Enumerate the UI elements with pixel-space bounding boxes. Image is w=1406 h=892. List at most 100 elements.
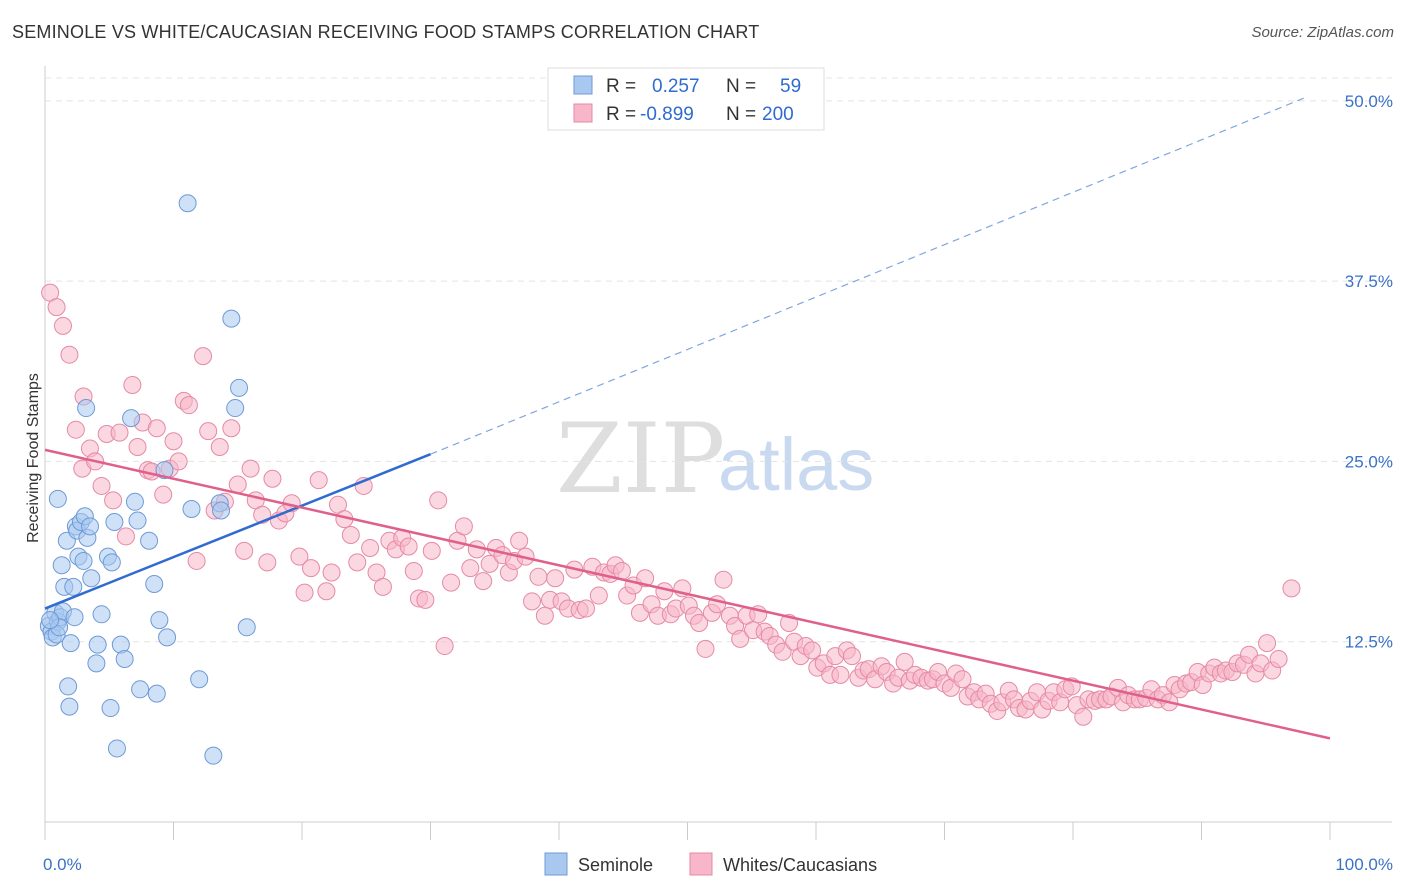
whites-point	[128, 438, 147, 456]
whites-point	[123, 375, 142, 394]
y-tick-label: 37.5%	[1345, 272, 1393, 291]
whites-point	[831, 665, 850, 684]
legend-bottom-label-seminole: Seminole	[578, 855, 653, 875]
seminole-point	[60, 697, 79, 716]
seminole-trend-extension	[430, 97, 1305, 455]
seminole-point	[59, 677, 78, 696]
seminole-point	[190, 670, 209, 689]
seminole-point	[64, 577, 83, 596]
seminole-point	[212, 501, 231, 520]
whites-point	[1258, 634, 1277, 653]
seminole-point	[115, 650, 134, 669]
whites-point	[110, 423, 129, 442]
whites-point	[1282, 579, 1301, 598]
data-points	[39, 194, 1301, 765]
seminole-point	[222, 309, 241, 328]
y-tick-label: 12.5%	[1345, 633, 1393, 652]
legend-swatch-whites	[573, 103, 593, 123]
whites-point	[258, 553, 277, 572]
seminole-point	[147, 684, 166, 703]
seminole-point	[61, 634, 80, 653]
legend-bottom: Seminole Whites/Caucasians	[544, 852, 877, 876]
whites-point	[803, 641, 822, 660]
seminole-point	[82, 569, 101, 588]
whites-point	[589, 586, 608, 605]
seminole-point	[88, 635, 107, 654]
whites-point	[435, 637, 454, 656]
seminole-point	[230, 378, 249, 397]
seminole-point	[131, 680, 150, 699]
seminole-point	[237, 618, 256, 637]
whites-point	[773, 642, 792, 661]
x-tick-label: 100.0%	[1335, 855, 1393, 874]
whites-point	[373, 577, 392, 596]
legend-swatch-seminole	[573, 75, 593, 95]
seminole-point	[155, 461, 174, 480]
y-tick-label: 25.0%	[1345, 452, 1393, 471]
whites-point	[348, 553, 367, 572]
seminole-point	[48, 489, 67, 508]
whites-point	[222, 419, 241, 438]
watermark-zip: ZIP	[556, 403, 725, 515]
whites-point	[1269, 650, 1288, 669]
whites-point	[104, 491, 123, 510]
whites-point	[295, 583, 314, 602]
whites-point	[210, 438, 229, 456]
whites-point	[895, 652, 914, 671]
seminole-point	[122, 409, 141, 428]
whites-point	[953, 670, 972, 689]
whites-point	[194, 347, 213, 366]
whites-point	[546, 569, 565, 588]
whites-trend-line	[44, 448, 1331, 740]
whites-point	[535, 606, 554, 625]
seminole-point	[125, 492, 144, 511]
seminole-point	[74, 551, 93, 570]
seminole-point	[150, 611, 169, 630]
seminole-point	[87, 654, 106, 673]
whites-point	[179, 396, 198, 415]
whites-point	[731, 629, 750, 648]
whites-point	[461, 559, 480, 578]
tick-labels: 12.5% 25.0% 37.5% 50.0% 0.0% 100.0%	[43, 92, 1393, 874]
whites-point	[53, 316, 72, 335]
legend-n-value-seminole: 59	[780, 76, 801, 97]
seminole-point	[140, 531, 159, 550]
whites-point	[309, 471, 328, 490]
whites-point	[187, 551, 206, 570]
seminole-point	[101, 699, 120, 718]
legend-r-label-seminole: R =	[606, 76, 636, 97]
seminole-point	[105, 513, 124, 531]
whites-point	[322, 563, 341, 582]
legend-n-label-whites: N =	[726, 104, 756, 125]
seminole-point	[65, 608, 84, 627]
watermark-atlas: atlas	[718, 423, 874, 506]
seminole-point	[77, 399, 96, 418]
whites-point	[154, 485, 173, 504]
whites-point	[842, 647, 861, 666]
x-tick-label: 0.0%	[43, 855, 82, 874]
legend-top: R = 0.257 N = 59 R = -0.899 N = 200	[547, 67, 825, 131]
seminole-trend-line	[44, 453, 431, 610]
whites-point	[576, 599, 595, 618]
whites-point	[523, 592, 542, 611]
whites-point	[714, 570, 733, 589]
seminole-point	[107, 739, 126, 758]
chart-title: SEMINOLE VS WHITE/CAUCASIAN RECEIVING FO…	[12, 22, 760, 42]
y-tick-label: 50.0%	[1345, 92, 1393, 111]
whites-point	[442, 573, 461, 592]
whites-point	[60, 345, 79, 364]
whites-point	[228, 475, 247, 494]
whites-point	[290, 547, 309, 566]
legend-n-label-seminole: N =	[726, 76, 756, 97]
seminole-point	[158, 628, 177, 647]
seminole-point	[178, 194, 197, 213]
legend-n-value-whites: 200	[762, 104, 794, 125]
whites-point	[341, 525, 360, 544]
legend-r-label-whites: R =	[606, 104, 636, 125]
seminole-point	[145, 575, 164, 594]
seminole-point	[182, 500, 201, 519]
whites-point	[690, 613, 709, 632]
whites-point	[416, 590, 435, 609]
trend-lines	[44, 97, 1331, 740]
